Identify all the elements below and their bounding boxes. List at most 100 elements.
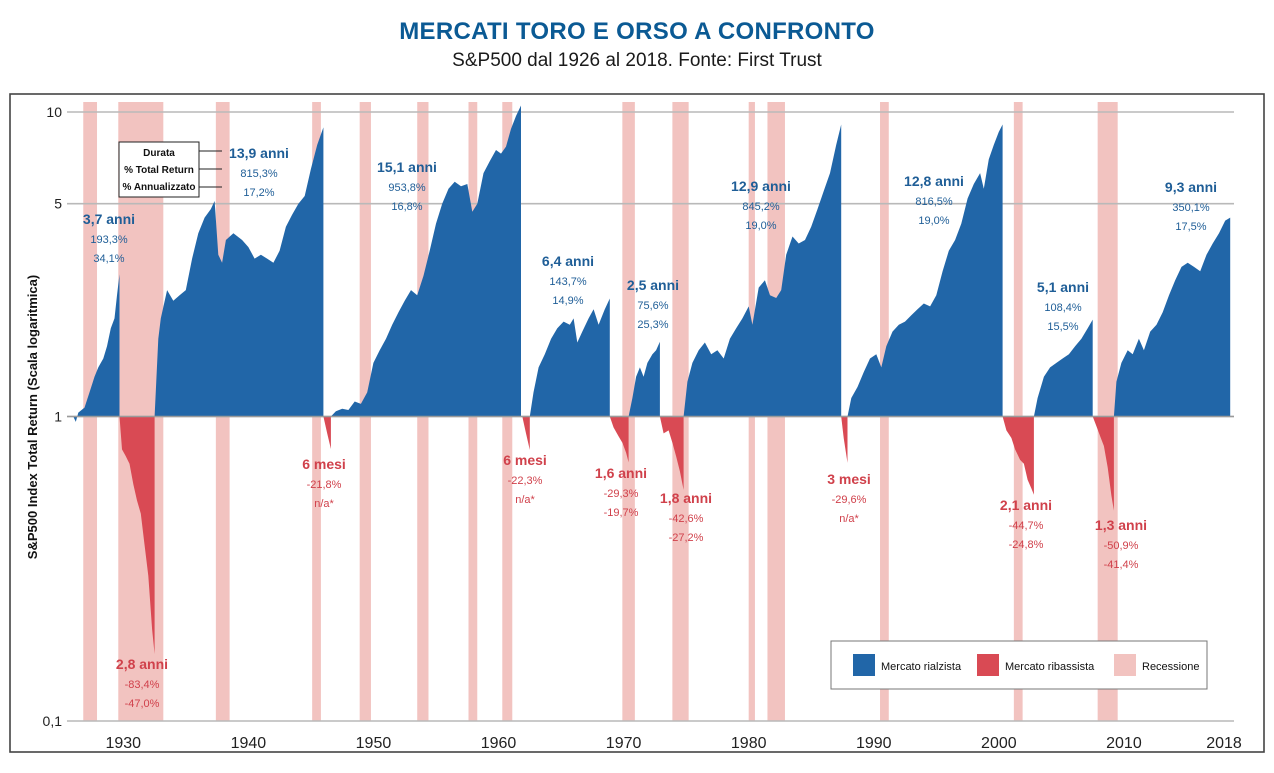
recession-band <box>622 102 635 721</box>
x-tick-label: 1970 <box>606 735 642 752</box>
legend-frame <box>830 640 1208 690</box>
bear-total-return-label: -22,3% <box>508 475 543 487</box>
market-annotations: 3,7 anni 193,3% 34,1% 13,9 anni 815,3% 17,2% 1… <box>83 145 1217 710</box>
legend-label-bear: Mercato ribassista <box>1005 661 1095 673</box>
bear-annualized-label: -47,0% <box>125 698 160 710</box>
bear-market-area <box>323 416 331 449</box>
bull-market-area <box>1113 217 1231 417</box>
bear-market-area <box>841 416 848 463</box>
bear-annualized-label: -19,7% <box>604 507 639 519</box>
bull-total-return-label: 816,5% <box>915 196 953 208</box>
bear-duration-label: 1,8 anni <box>660 490 712 506</box>
bear-duration-label: 1,3 anni <box>1095 517 1147 533</box>
bull-market-area <box>847 124 1003 417</box>
bull-market-areas <box>73 105 1231 422</box>
bull-total-return-label: 953,8% <box>388 182 426 194</box>
bear-total-return-label: -42,6% <box>669 513 704 525</box>
bear-total-return-label: -50,9% <box>1104 540 1139 552</box>
legend-swatch-bear <box>977 654 999 676</box>
bear-duration-label: 2,8 anni <box>116 656 168 672</box>
bull-duration-label: 9,3 anni <box>1165 179 1217 195</box>
bear-market-area <box>1002 416 1034 495</box>
bear-market-area <box>119 416 155 654</box>
x-tick-label: 1980 <box>731 735 767 752</box>
bull-duration-label: 12,9 anni <box>731 178 791 194</box>
bear-duration-label: 1,6 anni <box>595 465 647 481</box>
bull-duration-label: 5,1 anni <box>1037 279 1089 295</box>
bear-market-area <box>1092 416 1114 511</box>
legend: Mercato rialzista Mercato ribassista Reces… <box>830 640 1208 690</box>
bull-market-area <box>1033 319 1093 417</box>
bear-market-area <box>522 416 530 450</box>
x-tick-label: 2010 <box>1106 735 1142 752</box>
axes: 10 5 1 0,1 1930 1940 1950 1960 1970 1980 1990 2000 2… <box>9 93 1265 753</box>
key-box: Durata % Total Return % Annualizzato <box>118 141 222 198</box>
bull-total-return-label: 143,7% <box>549 276 587 288</box>
bull-annualized-label: 14,9% <box>552 295 583 307</box>
y-axis-label: S&P500 Index Total Return (Scala logarit… <box>25 275 40 559</box>
bear-annualized-label: -27,2% <box>669 532 704 544</box>
recession-band <box>1097 102 1118 721</box>
bear-annualized-label: -41,4% <box>1104 559 1139 571</box>
bull-duration-label: 12,8 anni <box>904 173 964 189</box>
bear-annualized-label: -24,8% <box>1009 539 1044 551</box>
plot-frame <box>9 93 1265 753</box>
legend-label-recession: Recessione <box>1142 661 1199 673</box>
x-tick-label: 1930 <box>105 735 141 752</box>
bear-total-return-label: -21,8% <box>307 479 342 491</box>
y-tick-label: 5 <box>54 196 62 212</box>
x-tick-label: 1950 <box>356 735 392 752</box>
bear-total-return-label: -29,3% <box>604 488 639 500</box>
bear-annualized-label: n/a* <box>515 494 535 506</box>
bear-total-return-label: -44,7% <box>1009 520 1044 532</box>
bull-market-area <box>73 274 120 422</box>
bull-annualized-label: 19,0% <box>918 215 949 227</box>
bull-market-area <box>683 124 842 417</box>
bear-duration-label: 6 mesi <box>503 452 547 468</box>
key-box-frame <box>118 141 200 198</box>
x-tick-label: 1960 <box>481 735 517 752</box>
bull-total-return-label: 350,1% <box>1172 202 1210 214</box>
bear-market-area <box>659 416 684 490</box>
bear-market-areas <box>119 416 1114 654</box>
bull-market-area <box>330 105 521 417</box>
y-tick-label: 10 <box>46 104 62 120</box>
bull-annualized-label: 16,8% <box>391 201 422 213</box>
bull-annualized-label: 15,5% <box>1047 321 1078 333</box>
bull-total-return-label: 193,3% <box>90 234 128 246</box>
x-tick-label: 1990 <box>856 735 892 752</box>
bull-market-area <box>529 298 610 417</box>
recession-band <box>672 102 689 721</box>
x-tick-label: 2000 <box>981 735 1017 752</box>
bull-total-return-label: 815,3% <box>240 168 278 180</box>
bull-duration-label: 6,4 anni <box>542 253 594 269</box>
bull-duration-label: 3,7 anni <box>83 211 135 227</box>
bear-annualized-label: n/a* <box>314 498 334 510</box>
key-box-row: % Total Return <box>124 165 194 176</box>
bull-market-area <box>628 341 660 417</box>
key-box-row: % Annualizzato <box>123 182 196 193</box>
chart-title: MERCATI TORO E ORSO A CONFRONTO <box>399 18 875 45</box>
bull-annualized-label: 34,1% <box>93 253 124 265</box>
bear-duration-label: 6 mesi <box>302 456 346 472</box>
key-box-row: Durata <box>143 148 175 159</box>
bull-market-area <box>154 127 324 417</box>
y-tick-label: 0,1 <box>43 713 63 729</box>
legend-swatch-bull <box>853 654 875 676</box>
bull-duration-label: 2,5 anni <box>627 277 679 293</box>
bull-total-return-label: 845,2% <box>742 201 780 213</box>
x-tick-label: 1940 <box>231 735 267 752</box>
bull-annualized-label: 17,2% <box>243 187 274 199</box>
y-tick-label: 1 <box>54 409 62 425</box>
bear-total-return-label: -29,6% <box>832 494 867 506</box>
bull-annualized-label: 19,0% <box>745 220 776 232</box>
bear-duration-label: 3 mesi <box>827 471 871 487</box>
chart-subtitle: S&P500 dal 1926 al 2018. Fonte: First Tr… <box>452 50 822 71</box>
x-tick-label: 2018 <box>1206 735 1242 752</box>
bull-total-return-label: 108,4% <box>1044 302 1082 314</box>
legend-swatch-recession <box>1114 654 1136 676</box>
bull-duration-label: 15,1 anni <box>377 159 437 175</box>
bear-duration-label: 2,1 anni <box>1000 497 1052 513</box>
bull-annualized-label: 17,5% <box>1175 221 1206 233</box>
